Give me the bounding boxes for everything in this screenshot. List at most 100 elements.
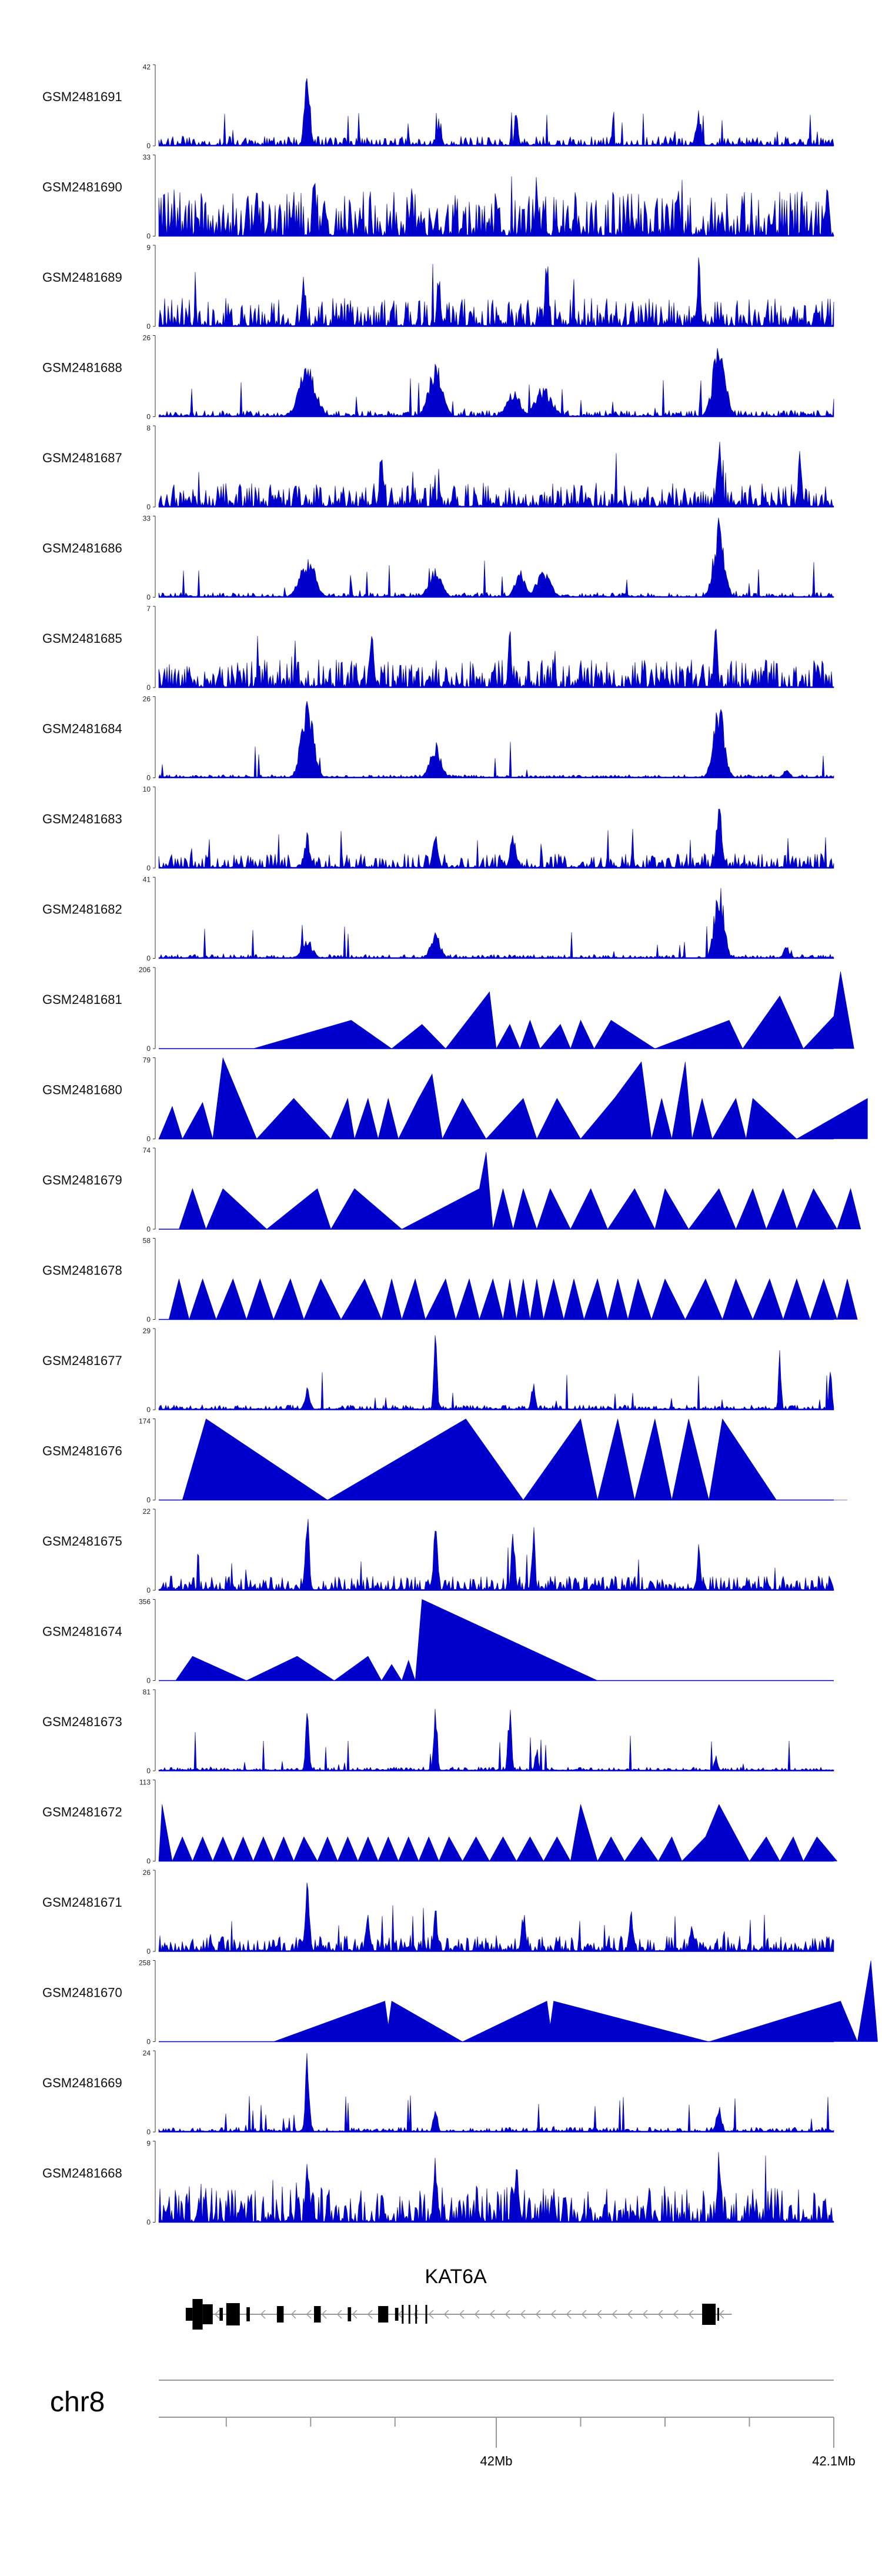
signal-area xyxy=(175,1599,598,1681)
signal-area xyxy=(158,348,834,417)
track-GSM2481677: GSM2481677 29 0 xyxy=(42,1327,834,1414)
y-min-label: 0 xyxy=(146,2218,151,2227)
axis-tick-label: 42Mb xyxy=(480,2454,512,2468)
y-min-label: 0 xyxy=(146,683,151,692)
y-max-label: 29 xyxy=(143,1327,151,1335)
y-min-label: 0 xyxy=(146,142,151,150)
y-max-label: 24 xyxy=(143,2049,151,2057)
y-min-label: 0 xyxy=(146,1045,151,1053)
signal-area xyxy=(158,1057,868,1140)
y-min-label: 0 xyxy=(146,2128,151,2136)
signal-area xyxy=(158,2151,834,2223)
track-label: GSM2481684 xyxy=(42,722,122,736)
signal-area xyxy=(158,78,834,146)
track-label: GSM2481672 xyxy=(42,1805,122,1820)
strand-arrow xyxy=(612,2310,617,2319)
y-max-label: 9 xyxy=(146,243,151,252)
strand-arrow xyxy=(428,2310,434,2319)
track-GSM2481686: GSM2481686 33 0 xyxy=(42,515,834,602)
y-max-label: 42 xyxy=(143,63,151,71)
track-label: GSM2481669 xyxy=(42,2076,122,2090)
signal-area xyxy=(273,1960,878,2043)
exon xyxy=(717,2308,719,2321)
track-GSM2481669: GSM2481669 24 0 xyxy=(42,2049,834,2136)
track-GSM2481678: GSM2481678 58 0 xyxy=(42,1237,858,1324)
track-GSM2481681: GSM2481681 206 0 xyxy=(42,966,854,1053)
exon xyxy=(378,2306,389,2323)
y-max-label: 33 xyxy=(143,154,151,162)
gene-model: KAT6A xyxy=(185,2265,732,2330)
strand-arrow xyxy=(367,2310,373,2319)
y-min-label: 0 xyxy=(146,503,151,511)
track-label: GSM2481680 xyxy=(42,1083,122,1097)
y-min-label: 0 xyxy=(146,1406,151,1414)
y-min-label: 0 xyxy=(146,232,151,241)
track-label: GSM2481678 xyxy=(42,1263,122,1278)
track-GSM2481675: GSM2481675 22 0 xyxy=(42,1507,834,1594)
y-max-label: 8 xyxy=(146,424,151,432)
signal-area xyxy=(158,1709,834,1771)
exon xyxy=(395,2308,399,2321)
signal-area xyxy=(158,176,834,236)
signal-area xyxy=(178,1152,861,1230)
track-label: GSM2481668 xyxy=(42,2166,122,2181)
y-min-label: 0 xyxy=(146,413,151,421)
y-max-label: 258 xyxy=(139,1959,151,1967)
track-label: GSM2481681 xyxy=(42,992,122,1007)
y-min-label: 0 xyxy=(146,322,151,331)
track-label: GSM2481676 xyxy=(42,1444,122,1459)
strand-arrow xyxy=(520,2310,526,2319)
y-min-label: 0 xyxy=(146,1767,151,1775)
y-min-label: 0 xyxy=(146,593,151,602)
strand-arrow xyxy=(566,2310,572,2319)
strand-arrow xyxy=(336,2310,342,2319)
y-min-label: 0 xyxy=(146,1677,151,1685)
axis-tick-label: 42.1Mb xyxy=(812,2454,855,2468)
exon xyxy=(246,2307,250,2321)
signal-area xyxy=(158,1804,838,1862)
y-min-label: 0 xyxy=(146,1586,151,1594)
track-GSM2481674: GSM2481674 356 0 xyxy=(42,1598,834,1685)
strand-arrow xyxy=(397,2310,403,2319)
track-GSM2481673: GSM2481673 81 0 xyxy=(42,1688,834,1775)
strand-arrow xyxy=(550,2310,556,2319)
track-GSM2481684: GSM2481684 26 0 xyxy=(42,695,834,782)
strand-arrow xyxy=(260,2310,266,2319)
signal-tracks: GSM2481691420GSM2481690330GSM248168990GS… xyxy=(42,63,878,2227)
y-min-label: 0 xyxy=(146,1496,151,1504)
track-label: GSM2481671 xyxy=(42,1895,122,1910)
exon xyxy=(202,2304,213,2324)
gene-label: KAT6A xyxy=(425,2265,487,2288)
track-label: GSM2481679 xyxy=(42,1173,122,1187)
y-min-label: 0 xyxy=(146,1947,151,1956)
track-label: GSM2481677 xyxy=(42,1353,122,1368)
track-label: GSM2481686 xyxy=(42,541,122,556)
y-max-label: 26 xyxy=(143,334,151,342)
signal-area xyxy=(158,2053,834,2133)
exon xyxy=(192,2299,203,2330)
signal-area xyxy=(158,257,834,327)
strand-arrow xyxy=(535,2310,541,2319)
strand-arrow xyxy=(214,2310,220,2319)
strand-arrow xyxy=(642,2310,648,2319)
track-GSM2481688: GSM2481688 26 0 xyxy=(42,334,834,421)
track-GSM2481683: GSM2481683 10 0 xyxy=(42,785,834,872)
y-max-label: 113 xyxy=(139,1778,151,1787)
track-GSM2481679: GSM2481679 74 0 xyxy=(42,1146,861,1233)
exon xyxy=(702,2304,716,2325)
signal-area xyxy=(182,1418,847,1501)
signal-area xyxy=(158,700,834,778)
track-GSM2481676: GSM2481676 174 0 xyxy=(42,1417,847,1504)
signal-area xyxy=(253,971,854,1049)
y-max-label: 33 xyxy=(143,515,151,523)
y-max-label: 22 xyxy=(143,1507,151,1516)
chromosome-axis: chr8 42Mb 42.1Mb xyxy=(50,2380,856,2468)
track-GSM2481668: GSM2481668 9 0 xyxy=(42,2140,834,2227)
track-label: GSM2481689 xyxy=(42,270,122,285)
signal-area xyxy=(158,517,834,598)
track-GSM2481671: GSM2481671 26 0 xyxy=(42,1868,834,1956)
exon xyxy=(402,2305,404,2324)
strand-arrow xyxy=(306,2310,312,2319)
exon xyxy=(276,2306,284,2323)
track-label: GSM2481682 xyxy=(42,902,122,917)
